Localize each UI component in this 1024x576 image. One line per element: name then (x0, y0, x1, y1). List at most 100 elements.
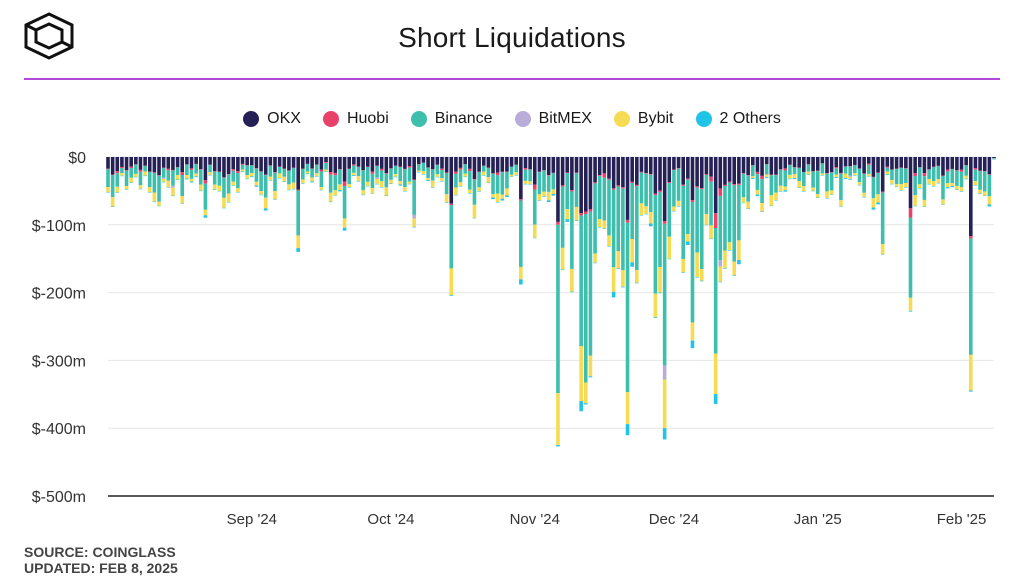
bar-segment-binance (727, 182, 732, 243)
bar-segment-2-others (760, 211, 764, 212)
bar-segment-okx (551, 157, 556, 173)
bar-segment-okx (560, 157, 565, 186)
bar-segment-bybit (333, 190, 338, 196)
bar-segment-huobi (430, 169, 435, 170)
bar-segment-bybit (180, 196, 185, 204)
bar-segment-2-others (416, 172, 421, 173)
bar-segment-okx (579, 157, 583, 214)
bar-segment-bybit (978, 189, 982, 194)
bar-segment-bitmex (662, 365, 667, 380)
bar-segment-binance (481, 165, 486, 172)
bar-segment-binance (648, 174, 653, 213)
bar-segment-binance (222, 177, 226, 198)
bar-segment-okx (189, 157, 194, 169)
bar-segment-huobi (296, 189, 300, 191)
bar-segment-okx (732, 157, 737, 185)
bar-segment-2-others (514, 175, 519, 176)
bar-segment-huobi (987, 174, 992, 175)
bar-segment-huobi (106, 168, 110, 170)
bar-segment-binance (444, 172, 449, 195)
bar-segment-huobi (630, 181, 634, 184)
bar-segment-okx (894, 157, 899, 169)
bar-segment-huobi (495, 172, 500, 176)
bar-segment-okx (273, 157, 277, 173)
bar-segment-bybit (987, 196, 992, 205)
bar-segment-2-others (723, 268, 727, 269)
bar-segment-huobi (166, 168, 171, 171)
bar-segment-2-others (537, 200, 542, 201)
bar-segment-bybit (778, 185, 783, 192)
bar-segment-huobi (718, 188, 723, 196)
bar-segment-binance (788, 165, 792, 175)
bar-segment-huobi (917, 167, 922, 168)
bar-segment-bybit (166, 180, 171, 188)
bar-segment-okx (421, 157, 426, 163)
bar-segment-bybit (161, 178, 166, 182)
legend-swatch (243, 111, 260, 127)
bar-segment-bybit (342, 218, 347, 228)
bar-segment-okx (259, 157, 263, 172)
bar-segment-binance (597, 175, 602, 220)
bar-segment-binance (880, 192, 885, 245)
bar-segment-2-others (788, 178, 792, 180)
bar-segment-2-others (361, 194, 365, 196)
bar-segment-huobi (528, 169, 532, 170)
bar-segment-bybit (458, 182, 463, 187)
bar-segment-binance (973, 169, 978, 182)
bar-segment-binance (301, 168, 305, 180)
bar-segment-bybit (630, 239, 634, 263)
bar-segment-bybit (848, 176, 852, 179)
bar-segment-2-others (718, 281, 723, 283)
bar-segment-2-others (134, 176, 138, 178)
bar-segment-okx (435, 157, 440, 165)
bar-segment-binance (699, 189, 704, 270)
bar-segment-huobi (370, 171, 375, 174)
bar-segment-bybit (676, 200, 681, 207)
bar-segment-bybit (115, 186, 120, 193)
bar-segment-bybit (945, 183, 950, 188)
bar-segment-binance (625, 222, 630, 393)
bar-segment-huobi (690, 200, 695, 202)
bar-segment-okx (250, 157, 254, 166)
bar-segment-okx (607, 157, 611, 179)
bar-segment-bybit (583, 382, 588, 404)
bar-segment-huobi (217, 171, 222, 172)
bar-segment-okx (959, 157, 964, 170)
bar-segment-okx (347, 157, 352, 169)
bar-segment-bybit (352, 172, 356, 176)
bar-segment-binance (129, 168, 133, 178)
bar-segment-binance (741, 173, 746, 198)
bar-segment-2-others (556, 445, 560, 447)
bar-segment-huobi (607, 178, 611, 180)
bar-segment-bybit (792, 174, 797, 179)
bar-segment-binance (853, 165, 857, 174)
bar-segment-okx (444, 157, 449, 173)
bar-segment-bybit (435, 174, 440, 177)
bar-segment-bybit (212, 184, 217, 190)
bar-segment-binance (379, 170, 384, 182)
bar-segment-bybit (662, 379, 667, 429)
bar-segment-binance (375, 165, 379, 178)
bar-segment-huobi (931, 166, 936, 168)
bar-segment-okx (500, 157, 505, 172)
bar-segment-2-others (542, 196, 546, 197)
bar-segment-2-others (208, 174, 212, 176)
bar-segment-bybit (393, 174, 398, 177)
bar-segment-binance (352, 165, 356, 173)
bar-segment-2-others (147, 192, 152, 193)
bar-segment-bybit (862, 192, 866, 197)
bar-segment-huobi (662, 221, 667, 224)
bar-segment-huobi (778, 169, 783, 170)
bar-segment-binance (987, 174, 992, 197)
bar-segment-bybit (588, 355, 593, 377)
bar-segment-huobi (458, 167, 463, 170)
bar-segment-huobi (519, 199, 523, 201)
bar-segment-binance (876, 172, 880, 195)
bar-segment-binance (500, 172, 505, 195)
bar-segment-bybit (124, 186, 129, 190)
bar-segment-bybit (741, 197, 746, 203)
bar-segment-okx (862, 157, 866, 174)
bar-segment-bybit (259, 191, 263, 195)
bar-segment-bybit (802, 186, 806, 192)
bar-segment-binance (519, 200, 523, 267)
